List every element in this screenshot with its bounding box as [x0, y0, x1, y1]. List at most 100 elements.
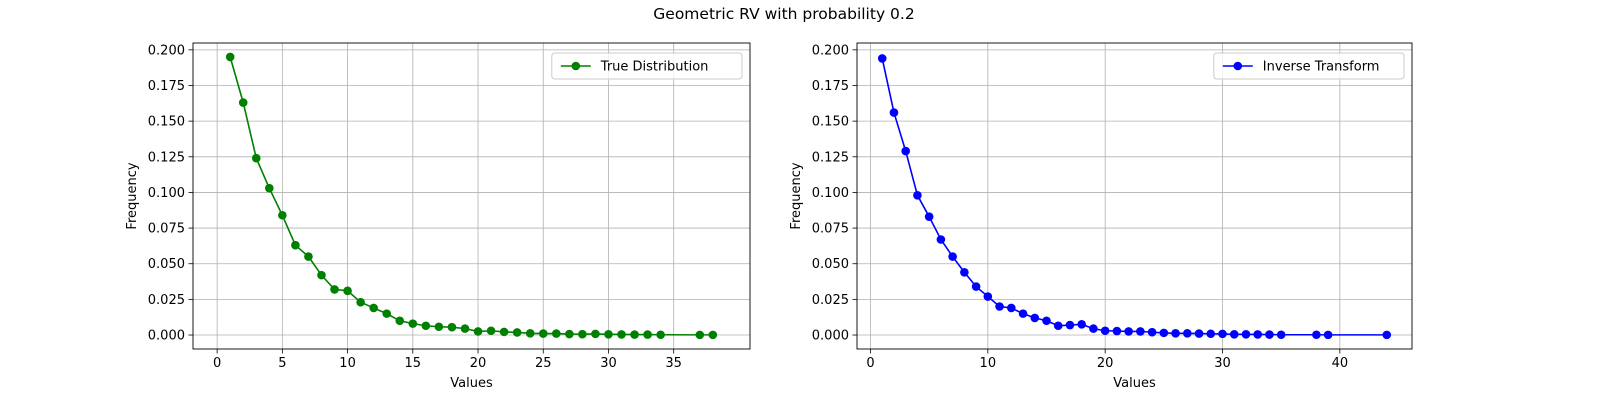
data-point [538, 329, 548, 338]
x-tick-label: 15 [405, 356, 422, 371]
data-point [1382, 330, 1392, 340]
data-point [356, 297, 365, 307]
legend-label: True Distribution [600, 60, 709, 75]
data-point [421, 321, 431, 331]
data-point [1018, 309, 1028, 318]
data-point [591, 329, 600, 339]
data-point [447, 322, 457, 332]
legend: True Distribution [551, 52, 743, 80]
data-point [1124, 327, 1133, 336]
data-point [1065, 320, 1075, 330]
data-point [1030, 313, 1040, 323]
data-point [913, 190, 922, 200]
axes-frame [192, 42, 751, 350]
data-point [1253, 330, 1263, 339]
data-point [1112, 326, 1122, 336]
legend-marker [571, 61, 581, 71]
data-point [1042, 316, 1051, 326]
y-tick-label: 0.150 [148, 115, 185, 130]
data-point [369, 303, 378, 313]
data-point [643, 330, 652, 339]
data-point [278, 210, 287, 220]
y-tick-label: 0.125 [148, 150, 185, 165]
data-point [995, 302, 1004, 311]
data-point [343, 286, 352, 296]
y-tick-label: 0.175 [812, 79, 849, 94]
data-point [265, 183, 274, 193]
x-tick-label: 20 [1097, 356, 1114, 371]
y-tick-label: 0.050 [812, 257, 849, 272]
data-point [936, 235, 946, 244]
data-point [578, 329, 587, 339]
data-point [1159, 328, 1169, 338]
data-point [1194, 329, 1204, 338]
subplot-1: 0 5 10 15 20 25 30 35 0.000 0.025 0.050 0.075 0.100 0… [125, 42, 751, 391]
x-axis-label: Values [1113, 376, 1156, 391]
x-tick-label: 20 [470, 356, 487, 371]
data-point [1147, 327, 1157, 337]
data-point [708, 330, 718, 340]
x-tick-label: 40 [1332, 356, 1349, 371]
data-point [330, 285, 339, 294]
data-point [1218, 329, 1227, 339]
data-point [1100, 326, 1110, 336]
data-point [304, 252, 313, 261]
data-point [877, 54, 887, 63]
data-point [617, 330, 626, 339]
legend-box [1213, 52, 1405, 80]
data-point [1077, 320, 1086, 329]
data-point [1183, 329, 1192, 338]
y-tick-label: 0.175 [148, 79, 185, 94]
data-point [225, 52, 235, 62]
y-tick-label: 0.025 [148, 293, 185, 308]
data-point [565, 329, 574, 339]
data-point [1265, 330, 1274, 339]
data-point [525, 329, 535, 338]
data-point [948, 252, 957, 261]
data-point [460, 324, 470, 333]
y-tick-label: 0.075 [812, 222, 849, 237]
data-point [486, 326, 496, 336]
axes-frame [856, 42, 1413, 350]
data-point [1323, 330, 1333, 340]
legend: Inverse Transform [1213, 52, 1405, 80]
series-line [881, 58, 1387, 336]
data-point [901, 146, 910, 156]
data-point [983, 292, 993, 301]
data-point [604, 330, 613, 339]
y-tick-label: 0.100 [812, 186, 849, 201]
x-axis-label: Values [450, 376, 493, 391]
data-point [395, 316, 405, 326]
y-tick-label: 0.025 [812, 293, 849, 308]
x-tick-label: 30 [1214, 356, 1231, 371]
figure-title: Geometric RV with probability 0.2 [653, 5, 915, 23]
y-axis-label: Frequency [789, 162, 804, 229]
data-point [971, 282, 981, 291]
y-tick-label: 0.000 [148, 329, 185, 344]
data-point [630, 330, 639, 339]
subplot-2: 0 10 20 30 40 0.000 0.025 0.050 0.075 0.100 0.125 0… [789, 42, 1413, 391]
y-tick-label: 0.150 [812, 115, 849, 130]
data-point [889, 108, 899, 117]
data-point [1136, 327, 1145, 336]
data-point [1241, 330, 1251, 339]
x-tick-label: 0 [866, 356, 874, 371]
data-point [1053, 321, 1063, 331]
x-tick-label: 10 [339, 356, 356, 371]
y-axis-label: Frequency [125, 162, 140, 229]
data-point [551, 329, 561, 338]
gridlines [857, 43, 1412, 349]
data-point [473, 327, 483, 336]
data-point [317, 270, 326, 280]
y-tick-label: 0.075 [148, 222, 185, 237]
data-point [924, 212, 934, 221]
data-point [1229, 330, 1239, 339]
data-point [1006, 303, 1016, 313]
x-tick-label: 0 [213, 356, 221, 371]
x-tick-label: 25 [535, 356, 552, 371]
y-tick-label: 0.000 [812, 329, 849, 344]
data-point [512, 328, 522, 337]
data-point [291, 240, 300, 250]
x-tick-label: 5 [278, 356, 286, 371]
